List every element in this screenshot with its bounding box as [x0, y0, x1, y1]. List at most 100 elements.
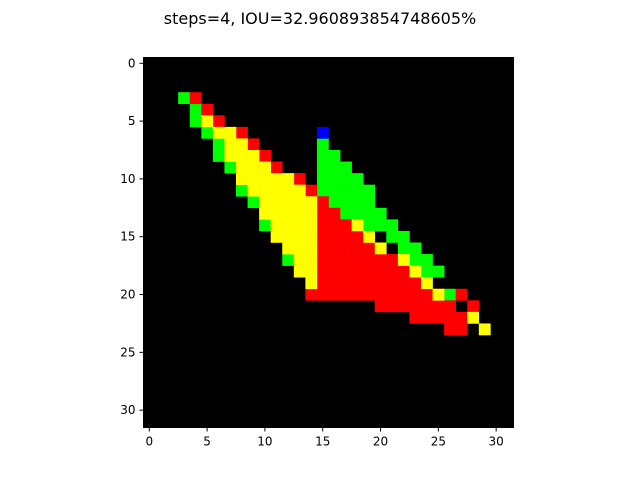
- heatmap-cell-red: [316, 242, 329, 255]
- heatmap-cell-red: [409, 300, 422, 313]
- heatmap-cell-green: [363, 184, 376, 197]
- heatmap-cell-red: [351, 254, 364, 266]
- heatmap-cell-green: [351, 173, 364, 185]
- heatmap-cell-yellow: [212, 126, 225, 139]
- heatmap-cell-red: [444, 323, 456, 336]
- heatmap-cell-red: [432, 300, 445, 313]
- heatmap-cell-yellow: [270, 230, 283, 243]
- heatmap-cell-green: [351, 196, 364, 209]
- heatmap-cell-yellow: [467, 311, 480, 324]
- heatmap-cell-red: [305, 288, 318, 301]
- heatmap-cell-red: [467, 300, 480, 313]
- heatmap-cell-red: [455, 311, 468, 324]
- heatmap-cell-red: [259, 150, 271, 162]
- heatmap-cell-yellow: [282, 184, 295, 197]
- heatmap-cell-green: [351, 184, 364, 197]
- heatmap-cell-red: [397, 265, 410, 278]
- heatmap-cell-yellow: [270, 184, 283, 197]
- heatmap-cell-red: [316, 219, 329, 232]
- heatmap-cell-red: [409, 288, 422, 301]
- heatmap-cell-green: [363, 219, 376, 232]
- heatmap-cell-green: [363, 207, 376, 220]
- heatmap-cell-green: [316, 184, 329, 197]
- heatmap-cell-yellow: [224, 150, 237, 162]
- heatmap-cell-green: [397, 230, 410, 243]
- heatmap-cell-red: [316, 254, 329, 266]
- x-tick-label: 15: [315, 435, 330, 449]
- heatmap-cell-green: [374, 219, 387, 232]
- heatmap-cell-red: [247, 138, 260, 151]
- heatmap-cell-red: [409, 311, 422, 324]
- heatmap-cell-red: [421, 288, 433, 301]
- heatmap-cell-red: [421, 300, 433, 313]
- heatmap-cell-yellow: [374, 242, 387, 255]
- heatmap-cell-green: [328, 184, 341, 197]
- heatmap-cell-red: [363, 254, 376, 266]
- heatmap-cell-red: [340, 254, 352, 266]
- heatmap-cell-yellow: [293, 219, 306, 232]
- heatmap-cells: [178, 92, 491, 336]
- heatmap-cell-red: [316, 265, 329, 278]
- heatmap-cell-red: [328, 242, 341, 255]
- heatmap-cell-yellow: [305, 254, 318, 266]
- axes-frame: [143, 57, 514, 428]
- heatmap-cell-red: [432, 311, 445, 324]
- heatmap-cell-green: [421, 265, 433, 278]
- heatmap-cell-yellow: [305, 207, 318, 220]
- heatmap-cell-green: [224, 161, 237, 174]
- heatmap-cell-yellow: [201, 115, 214, 128]
- heatmap-cell-green: [328, 173, 341, 185]
- x-tick-label: 30: [489, 435, 504, 449]
- heatmap-cell-green: [374, 207, 387, 220]
- heatmap-cell-red: [328, 230, 341, 243]
- heatmap-cell-yellow: [397, 254, 410, 266]
- heatmap-cell-yellow: [293, 265, 306, 278]
- heatmap-cell-yellow: [224, 126, 237, 139]
- heatmap-cell-green: [340, 173, 352, 185]
- heatmap-cell-red: [189, 92, 202, 105]
- heatmap-cell-red: [328, 207, 341, 220]
- heatmap-cell-green: [236, 184, 248, 197]
- heatmap-cell-blue: [316, 126, 329, 139]
- heatmap-cell-green: [316, 161, 329, 174]
- heatmap-cell-red: [374, 265, 387, 278]
- heatmap-cell-green: [316, 150, 329, 162]
- heatmap-cell-yellow: [293, 230, 306, 243]
- heatmap-cell-red: [316, 207, 329, 220]
- heatmap-cell-red: [444, 300, 456, 313]
- y-tick-label: 30: [120, 403, 135, 417]
- chart-title: steps=4, IOU=32.960893854748605%: [164, 9, 476, 28]
- heatmap-cell-yellow: [409, 265, 422, 278]
- heatmap-cell-yellow: [305, 242, 318, 255]
- heatmap-cell-green: [363, 196, 376, 209]
- heatmap-cell-yellow: [236, 150, 248, 162]
- heatmap-cell-green: [444, 288, 456, 301]
- heatmap-cell-yellow: [282, 173, 295, 185]
- heatmap-cell-yellow: [259, 184, 271, 197]
- x-tick-label: 10: [257, 435, 272, 449]
- heatmap-cell-red: [351, 288, 364, 301]
- heatmap-cell-red: [293, 173, 306, 185]
- y-tick-label: 25: [120, 345, 135, 359]
- heatmap-cell-green: [259, 219, 271, 232]
- heatmap-cell-red: [340, 277, 352, 290]
- heatmap-cell-red: [386, 265, 399, 278]
- heatmap-cell-yellow: [478, 323, 491, 336]
- heatmap-cell-green: [328, 196, 341, 209]
- y-tick-label: 15: [120, 230, 135, 244]
- y-axis: 0 5 10 15 20 25 30: [120, 56, 144, 417]
- heatmap-cell-green: [212, 150, 225, 162]
- heatmap-cell-green: [397, 242, 410, 255]
- heatmap-cell-yellow: [270, 196, 283, 209]
- heatmap-cell-yellow: [270, 207, 283, 220]
- heatmap-cell-yellow: [305, 219, 318, 232]
- heatmap-cell-green: [328, 161, 341, 174]
- heatmap-cell-yellow: [236, 161, 248, 174]
- heatmap-cell-green: [340, 207, 352, 220]
- heatmap-cell-red: [340, 230, 352, 243]
- heatmap-cell-yellow: [259, 207, 271, 220]
- y-tick-label: 5: [128, 114, 136, 128]
- heatmap-cell-red: [386, 288, 399, 301]
- heatmap-cell-red: [351, 242, 364, 255]
- heatmap-cell-yellow: [351, 219, 364, 232]
